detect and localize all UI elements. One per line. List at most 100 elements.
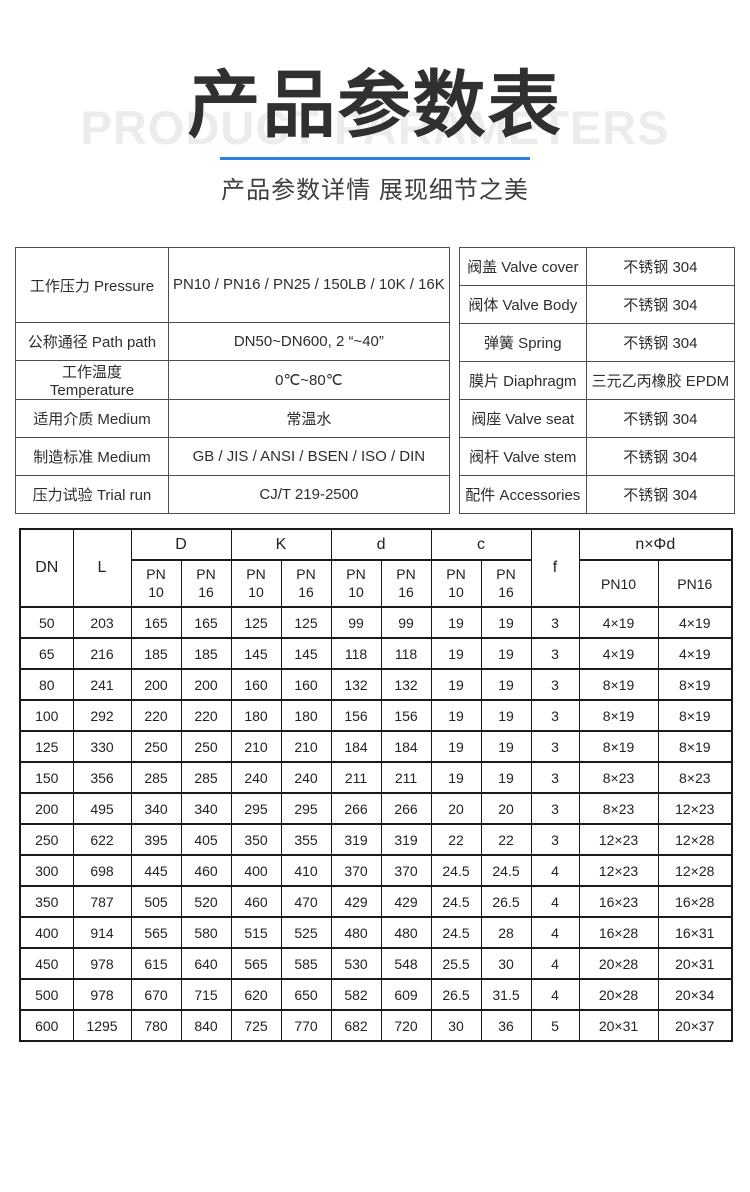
table-row: 阀盖 Valve cover 不锈钢 304	[458, 247, 736, 287]
dim-cell: 355	[280, 823, 332, 857]
col-header-f: f	[530, 528, 580, 609]
spec-label: 工作温度 Temperature	[15, 360, 169, 401]
dim-cell: 400	[230, 854, 282, 888]
dim-cell: 220	[180, 699, 232, 733]
dim-cell: 250	[180, 730, 232, 764]
dim-cell: 725	[230, 1009, 282, 1043]
dim-cell: 4×19	[657, 606, 733, 640]
dim-cell: 4×19	[578, 637, 659, 671]
dim-cell: 211	[380, 761, 432, 795]
dim-cell: 19	[430, 606, 482, 640]
dim-cell: 429	[380, 885, 432, 919]
dim-cell: 8×19	[657, 668, 733, 702]
dim-cell: 350	[19, 885, 74, 919]
spec-label: 弹簧 Spring	[458, 323, 587, 363]
dim-cell: 24.5	[430, 854, 482, 888]
dim-cell: 184	[380, 730, 432, 764]
page-header: PRODUCT PARAMETERS 产品参数表 产品参数详情 展现细节之美	[0, 0, 750, 205]
dim-cell: 210	[280, 730, 332, 764]
spec-label: 公称通径 Path path	[15, 322, 169, 362]
spec-label: 膜片 Diaphragm	[458, 361, 587, 401]
table-header-row-pn: PN10 PN16 PN10 PN16 PN10 PN16 PN10 PN16 …	[20, 559, 733, 609]
dim-cell: 36	[480, 1009, 532, 1043]
dim-cell: 350	[230, 823, 282, 857]
subcol-header-pn10: PN10	[130, 559, 182, 609]
table-row: 公称通径 Path path DN50~DN600, 2 “~40”	[15, 322, 450, 362]
material-spec-table: 阀盖 Valve cover 不锈钢 304 阀体 Valve Body 不锈钢 30…	[458, 247, 736, 515]
dim-cell: 4	[530, 916, 580, 950]
dim-cell: 31.5	[480, 978, 532, 1012]
dim-cell: 340	[180, 792, 232, 826]
dim-cell: 19	[480, 668, 532, 702]
dim-cell: 429	[330, 885, 382, 919]
dim-cell: 3	[530, 606, 580, 640]
dim-cell: 3	[530, 823, 580, 857]
col-header-n-phi-d: n×Φd	[578, 528, 733, 562]
dim-cell: 295	[280, 792, 332, 826]
spec-label: 阀盖 Valve cover	[458, 247, 587, 287]
dim-cell: 8×19	[657, 730, 733, 764]
spec-label: 配件 Accessories	[458, 475, 587, 515]
dim-cell: 50	[19, 606, 74, 640]
table-row: 500 978 670 715 620 650 582 609 26.5 31.5 4 20×28 20…	[19, 978, 733, 1012]
dim-cell: 978	[72, 947, 132, 981]
table-row: 350 787 505 520 460 470 429 429 24.5 26.5 4 16×23 16…	[19, 885, 733, 919]
dim-cell: 8×23	[578, 761, 659, 795]
table-row: 80 241 200 200 160 160 132 132 19 19 3 8×19 8×19	[19, 668, 733, 702]
spec-value: 三元乙丙橡胶 EPDM	[585, 361, 736, 401]
dim-cell: 505	[130, 885, 182, 919]
dim-cell: 118	[330, 637, 382, 671]
spec-label: 阀杆 Valve stem	[458, 437, 587, 477]
dim-cell: 3	[530, 730, 580, 764]
subcol-label: PN10	[146, 566, 166, 600]
spec-value: 不锈钢 304	[585, 247, 736, 287]
pressure-spec-table: 工作压力 Pressure PN10 / PN16 / PN25 / 150LB …	[15, 247, 450, 515]
dim-cell: 8×19	[578, 699, 659, 733]
spec-value: GB / JIS / ANSI / BSEN / ISO / DIN	[167, 437, 450, 477]
page-title: 产品参数表	[187, 65, 563, 146]
dim-cell: 565	[130, 916, 182, 950]
dim-cell: 12×23	[657, 792, 733, 826]
subcol-header-pn16: PN16	[657, 559, 733, 609]
dim-cell: 216	[72, 637, 132, 671]
dim-cell: 3	[530, 668, 580, 702]
dim-cell: 210	[230, 730, 282, 764]
dim-cell: 5	[530, 1009, 580, 1043]
dim-cell: 19	[430, 761, 482, 795]
dim-cell: 340	[130, 792, 182, 826]
dim-cell: 565	[230, 947, 282, 981]
dim-cell: 8×19	[578, 668, 659, 702]
dim-cell: 132	[380, 668, 432, 702]
spec-label: 阀座 Valve seat	[458, 399, 587, 439]
table-row: 250 622 395 405 350 355 319 319 22 22 3 12×23 12×28	[19, 823, 733, 857]
subcol-header-pn16: PN16	[280, 559, 332, 609]
dim-cell: 720	[380, 1009, 432, 1043]
spec-label: 工作压力 Pressure	[15, 247, 169, 324]
subcol-header-pn16: PN16	[180, 559, 232, 609]
spec-label: 适用介质 Medium	[15, 399, 169, 439]
spec-value: 不锈钢 304	[585, 475, 736, 515]
dim-cell: 3	[530, 699, 580, 733]
dim-cell: 515	[230, 916, 282, 950]
dim-cell: 20×31	[657, 947, 733, 981]
table-row: 400 914 565 580 515 525 480 480 24.5 28 4 16×28 16×3…	[19, 916, 733, 950]
dim-cell: 620	[230, 978, 282, 1012]
dim-cell: 978	[72, 978, 132, 1012]
dim-cell: 480	[380, 916, 432, 950]
dim-cell: 211	[330, 761, 382, 795]
dim-cell: 400	[19, 916, 74, 950]
dim-cell: 22	[430, 823, 482, 857]
dim-cell: 16×23	[578, 885, 659, 919]
dim-cell: 250	[130, 730, 182, 764]
table-row: 膜片 Diaphragm 三元乙丙橡胶 EPDM	[458, 361, 736, 401]
subcol-header-pn16: PN16	[380, 559, 432, 609]
table-row: 100 292 220 220 180 180 156 156 19 19 3 8×19 8×19	[19, 699, 733, 733]
table-row: 300 698 445 460 400 410 370 370 24.5 24.5 4 12×23 12…	[19, 854, 733, 888]
dim-cell: 285	[130, 761, 182, 795]
dim-cell: 145	[280, 637, 332, 671]
dim-cell: 480	[330, 916, 382, 950]
dim-cell: 4×19	[657, 637, 733, 671]
dim-cell: 715	[180, 978, 232, 1012]
dim-cell: 840	[180, 1009, 232, 1043]
table-row: 阀座 Valve seat 不锈钢 304	[458, 399, 736, 439]
